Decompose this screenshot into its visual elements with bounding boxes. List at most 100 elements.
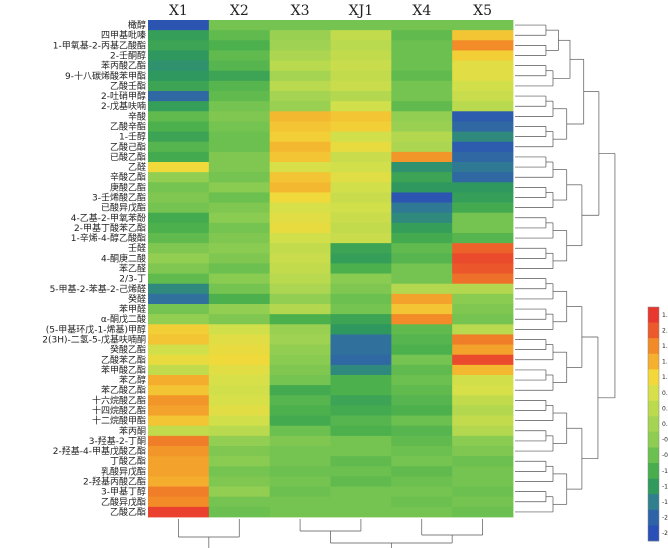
heatmap-cell: [269, 293, 331, 305]
heatmap-cell: [391, 91, 453, 102]
heatmap-cell: [452, 324, 514, 335]
heatmap-cell: [148, 304, 210, 315]
heatmap-cell: [330, 476, 392, 487]
legend-border: [647, 306, 660, 542]
heatmap-cell: [269, 30, 331, 41]
heatmap-cell: [269, 456, 331, 467]
heatmap-cell: [391, 40, 453, 51]
heatmap-cell: [148, 466, 210, 477]
heatmap-cell: [452, 222, 514, 234]
heatmap-cell: [391, 446, 453, 457]
heatmap-cell: [208, 314, 271, 325]
row-label: 9-十八碳烯酸苯甲酯: [65, 70, 146, 82]
heatmap-cell: [148, 121, 210, 132]
heatmap-cell: [452, 172, 514, 183]
heatmap-cell: [452, 111, 514, 122]
heatmap-cell: [330, 151, 392, 163]
heatmap-cell: [452, 375, 514, 386]
heatmap-cell: [330, 304, 392, 315]
column-labels: X1 X2 X3 XJ1 X4 X5: [169, 3, 492, 19]
row-label: 2/3-丁: [119, 275, 146, 285]
heatmap-cell: [208, 263, 271, 274]
heatmap-cell: [208, 60, 271, 72]
heatmap-cell: [391, 233, 453, 244]
heatmap-cell: [269, 40, 331, 51]
heatmap-cell: [391, 162, 453, 173]
heatmap-cell: [330, 263, 392, 274]
row-label: 已酸异戊酯: [101, 202, 146, 214]
heatmap-cell: [330, 385, 392, 396]
heatmap-cell: [208, 446, 271, 457]
legend-swatch: [648, 385, 659, 401]
heatmap-cell: [391, 456, 453, 467]
heatmap-cell: [391, 243, 453, 254]
heatmap-cell: [452, 233, 514, 244]
heatmap-cell: [269, 415, 331, 427]
column-label: X2: [230, 3, 249, 19]
heatmap-cell: [391, 425, 453, 437]
heatmap-cell: [391, 395, 453, 406]
heatmap-cell: [269, 476, 331, 487]
legend-swatch: [648, 307, 659, 323]
row-label: 2-吐硝甲醇: [101, 90, 146, 102]
heatmap-cell: [148, 202, 210, 214]
heatmap-cell: [208, 293, 271, 305]
row-label: (5-甲基环戊-1-烯基)甲醇: [46, 323, 146, 335]
heatmap-cell: [269, 121, 331, 132]
row-label: 苯甲醛: [119, 303, 146, 315]
row-label: 苯丙酸乙酯: [101, 60, 146, 72]
heatmap-cell: [269, 131, 331, 143]
heatmap-cell: [330, 192, 392, 203]
heatmap-cell: [391, 253, 453, 264]
heatmap-cell: [330, 202, 392, 214]
heatmap-cell: [208, 212, 271, 224]
heatmap-cell: [208, 304, 271, 315]
heatmap-cell: [330, 354, 392, 366]
heatmap-cell: [330, 334, 392, 345]
heatmap-cell: [208, 121, 271, 132]
heatmap-cell: [391, 111, 453, 122]
heatmap-cell: [208, 141, 271, 153]
heatmap-cell: [208, 182, 271, 193]
heatmap-cell: [269, 243, 331, 254]
legend-swatch: [648, 416, 659, 433]
heatmap-cell: [208, 202, 271, 214]
heatmap-cell: [330, 425, 392, 437]
heatmap-cell: [269, 466, 331, 477]
heatmap-cell: [269, 263, 331, 274]
heatmap-cell: [208, 70, 271, 82]
heatmap-cell: [452, 50, 514, 61]
row-label: 壬醛: [128, 242, 146, 254]
heatmap-cell: [452, 456, 514, 467]
legend-swatch: [648, 400, 659, 417]
heatmap-cell: [391, 80, 453, 92]
heatmap-cell: [269, 405, 331, 416]
legend-swatch: [648, 525, 659, 542]
heatmap-cell: [452, 293, 514, 305]
heatmap-cell: [148, 476, 210, 487]
heatmap-cell: [391, 121, 453, 132]
heatmap-cell: [269, 162, 331, 173]
heatmap-cell: [330, 30, 392, 41]
heatmap-cell: [269, 283, 331, 295]
heatmap-cell: [269, 324, 331, 335]
row-label: 苯乙醇: [119, 374, 146, 386]
heatmap-cell: [208, 50, 271, 61]
heatmap-cell: [391, 486, 453, 498]
heatmap-cell: [269, 70, 331, 82]
heatmap-cell: [391, 506, 453, 518]
heatmap-cell: [330, 222, 392, 234]
heatmap-cell: [330, 375, 392, 386]
row-label: 苯甲酸乙酯: [101, 364, 146, 376]
heatmap-cell: [452, 131, 514, 143]
row-label: 2-戊基呋喃: [101, 100, 146, 112]
heatmap-cell: [269, 253, 331, 264]
heatmap-cell: [452, 496, 514, 508]
heatmap-cell: [330, 80, 392, 92]
heatmap-cell: [391, 435, 453, 447]
heatmap-cell: [452, 30, 514, 41]
heatmap-cell: [391, 141, 453, 153]
legend-label: 1.73: [662, 343, 668, 350]
heatmap-cell: [452, 40, 514, 51]
heatmap-cell: [330, 486, 392, 498]
